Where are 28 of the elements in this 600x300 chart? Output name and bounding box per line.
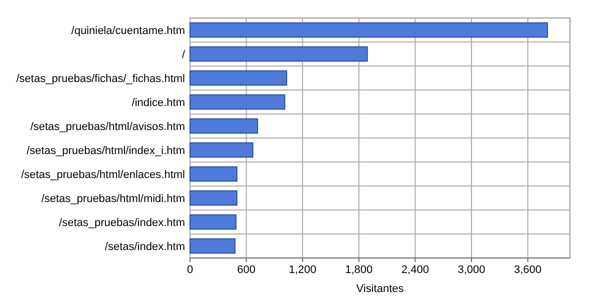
y-tick-label: /indice.htm [132,97,185,109]
x-tick-label: 0 [186,264,194,276]
x-tick-label: 1,800 [345,264,373,276]
bar [190,22,548,38]
bar [190,94,286,110]
x-tick-label: 1,200 [288,264,316,276]
bar [190,190,238,206]
x-tick-label: 3,600 [514,264,542,276]
x-tick-label: 600 [237,264,256,276]
bar [190,142,254,158]
x-tick-label: 2,400 [401,264,429,276]
y-tick-label: /setas_pruebas/fichas/_fichas.html [16,73,185,85]
y-tick-label: /quiniela/cuentame.htm [71,25,185,37]
bar [190,70,288,86]
bar [190,166,238,182]
y-tick-label: /setas/index.htm [104,241,185,253]
bar [190,214,236,230]
y-tick-label: /setas_pruebas/index.htm [59,217,185,229]
y-tick-label: /setas_pruebas/html/enlaces.html [21,169,185,181]
y-tick-label: /setas_pruebas/html/index_i.htm [26,145,185,157]
bar [190,46,368,62]
y-tick-label: /setas_pruebas/html/midi.htm [41,193,185,205]
y-tick-label: /setas_pruebas/html/avisos.htm [30,121,185,133]
x-axis-title: Visitantes [356,283,404,295]
bar [190,238,236,254]
x-tick-label: 3,000 [458,264,486,276]
y-tick-label: / [182,49,186,61]
bar [190,118,258,134]
